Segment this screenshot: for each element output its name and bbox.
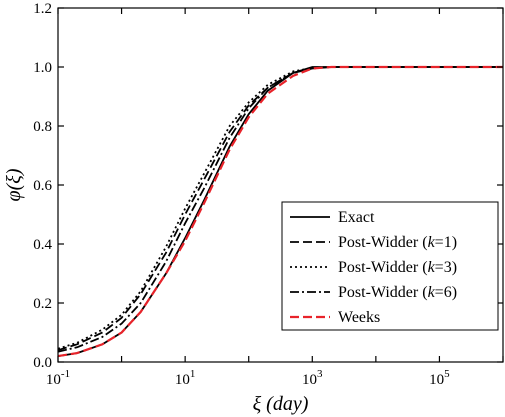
ticks-layer: 0.0 0.2 0.4 0.6 0.8 1.0 1.2 10-1 101 103 105 xyxy=(33,1,504,388)
legend-label: Post-Widder (k=3) xyxy=(338,259,457,276)
y-tick-label: 1.2 xyxy=(33,1,52,17)
x-tick-label: 105 xyxy=(429,368,450,388)
legend: Exact Post-Widder (k=1) Post-Widder (k=3) P… xyxy=(281,201,499,331)
legend-label: Post-Widder (k=1) xyxy=(338,234,457,251)
y-tick-label: 0.4 xyxy=(33,237,52,253)
y-tick-label: 0.2 xyxy=(33,296,52,312)
x-axis-label: ξ (day) xyxy=(253,393,309,415)
y-tick-label: 0.6 xyxy=(33,178,52,194)
series-line-3 xyxy=(57,66,503,350)
y-axis-label: φ(ξ) xyxy=(3,168,25,201)
y-tick-label: 0.0 xyxy=(33,355,52,371)
legend-label: Weeks xyxy=(338,309,380,326)
x-tick-label: 101 xyxy=(175,368,196,388)
legend-label: Post-Widder (k=6) xyxy=(338,284,457,301)
series-line-5 xyxy=(57,65,503,358)
y-tick-label: 0.8 xyxy=(33,119,52,135)
legend-box xyxy=(281,201,499,331)
x-tick-label: 10-1 xyxy=(46,368,70,388)
y-tick-label: 1.0 xyxy=(33,60,52,76)
legend-label: Exact xyxy=(338,209,375,226)
x-tick-label: 103 xyxy=(302,368,323,388)
series-layer xyxy=(57,65,503,358)
